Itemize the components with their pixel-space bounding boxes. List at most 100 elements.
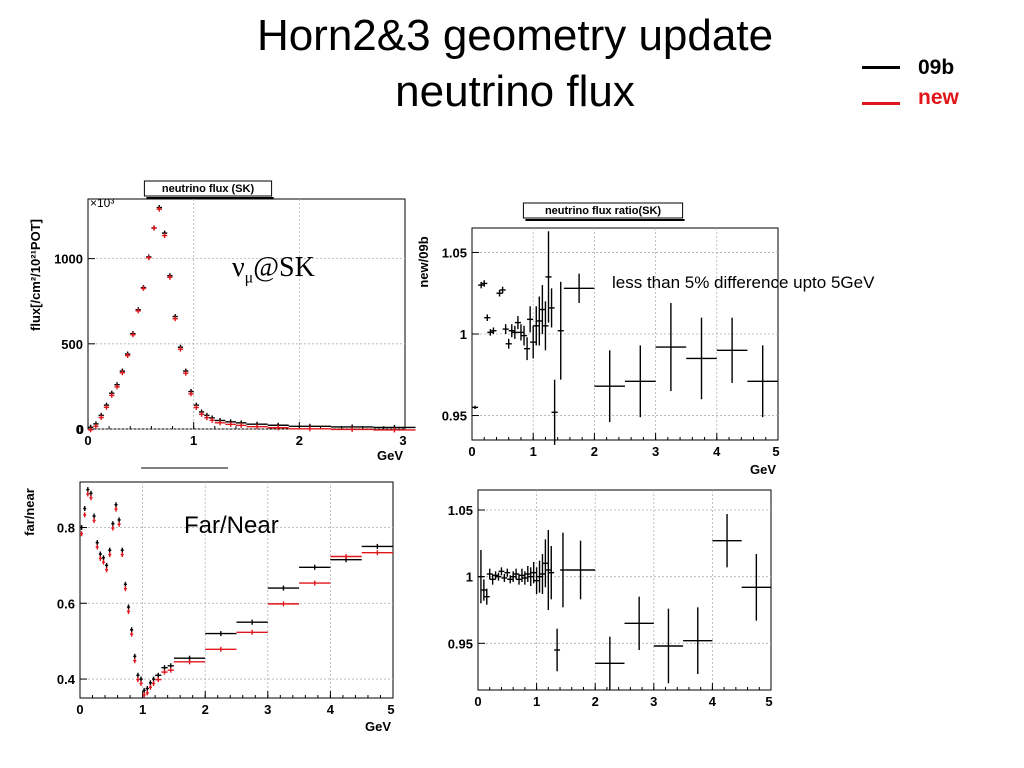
legend-swatch-09b bbox=[862, 66, 900, 69]
data-point-ratio bbox=[548, 546, 555, 600]
y-tick-label: 1.05 bbox=[448, 503, 473, 518]
data-point-new bbox=[167, 667, 174, 673]
y-tick-label: 0.8 bbox=[57, 520, 75, 535]
data-point-new bbox=[183, 370, 189, 376]
data-point-new bbox=[198, 411, 205, 417]
data-point-new/09b bbox=[524, 337, 531, 361]
data-point-ratio bbox=[533, 567, 540, 594]
data-point-ratio bbox=[565, 540, 596, 600]
data-point-new bbox=[124, 353, 131, 359]
numu-at-sk-label: νμ@SK bbox=[232, 252, 315, 288]
data-point-ratio bbox=[513, 568, 520, 580]
data-point-ratio bbox=[542, 539, 549, 588]
data-point-09b bbox=[155, 672, 162, 678]
chart-title-box bbox=[143, 180, 273, 197]
x-axis-label: GeV bbox=[750, 462, 776, 477]
data-point-new bbox=[151, 680, 156, 686]
data-point-ratio bbox=[498, 567, 505, 576]
data-point-new bbox=[101, 559, 106, 565]
data-point-new bbox=[288, 426, 332, 432]
data-point-new bbox=[111, 525, 115, 531]
x-tick-label: 0 bbox=[84, 433, 91, 448]
data-point-new bbox=[361, 550, 393, 556]
data-point-new/09b bbox=[496, 289, 503, 297]
data-point-new/09b bbox=[502, 324, 509, 334]
data-point-ratio bbox=[683, 607, 713, 674]
data-point-new bbox=[151, 225, 157, 231]
y-exponent-label: ×10³ bbox=[90, 196, 114, 210]
data-point-new bbox=[167, 274, 173, 280]
data-point-new bbox=[130, 631, 134, 637]
data-point-09b bbox=[111, 521, 115, 527]
data-point-new bbox=[114, 384, 120, 390]
data-point-new bbox=[172, 316, 178, 322]
x-tick-label: 2 bbox=[591, 444, 598, 459]
difference-note: less than 5% difference upto 5GeV bbox=[612, 273, 875, 292]
x-axis-label: GeV bbox=[365, 719, 391, 734]
slide-title-line1: Horn2&3 geometry update bbox=[256, 11, 774, 60]
data-point-new bbox=[108, 552, 112, 558]
data-point-09b bbox=[145, 686, 149, 692]
data-point-new/09b bbox=[655, 303, 687, 392]
data-point-new/09b bbox=[542, 301, 549, 351]
x-tick-label: 1 bbox=[533, 694, 540, 709]
chart-title-box bbox=[522, 202, 684, 219]
legend-label-new: new bbox=[918, 86, 959, 109]
data-point-new bbox=[105, 567, 109, 573]
y-axis-label: flux[/cm²/10²¹POT] bbox=[28, 219, 43, 331]
data-point-new bbox=[83, 512, 87, 518]
x-tick-label: 5 bbox=[765, 694, 772, 709]
data-point-new bbox=[80, 531, 84, 537]
data-point-new bbox=[205, 646, 237, 652]
data-point-09b bbox=[151, 676, 156, 682]
data-point-09b bbox=[89, 490, 93, 496]
data-point-ratio bbox=[536, 560, 543, 593]
data-point-09b bbox=[299, 564, 331, 570]
data-point-new bbox=[148, 684, 152, 690]
data-point-new bbox=[173, 659, 206, 665]
data-point-ratio bbox=[480, 579, 487, 601]
data-point-new/09b bbox=[536, 296, 543, 346]
data-point-new bbox=[155, 677, 162, 683]
legend-label-09b: 09b bbox=[918, 56, 955, 79]
data-point-new bbox=[119, 370, 125, 376]
data-point-new bbox=[142, 692, 146, 698]
data-point-new bbox=[88, 427, 94, 433]
y-axis-label: far/near bbox=[22, 488, 37, 536]
data-point-new/09b bbox=[490, 327, 497, 334]
data-point-09b bbox=[136, 672, 140, 678]
x-tick-label: 0 bbox=[474, 694, 481, 709]
data-point-09b bbox=[148, 680, 152, 686]
data-point-new bbox=[92, 518, 96, 523]
data-point-ratio bbox=[478, 550, 484, 604]
x-tick-label: 1 bbox=[190, 433, 197, 448]
y-tick-label: 500 bbox=[61, 337, 83, 352]
data-point-new bbox=[98, 555, 102, 561]
data-point-new bbox=[209, 417, 215, 423]
data-point-new bbox=[136, 677, 140, 683]
data-point-ratio bbox=[495, 572, 502, 581]
data-point-ratio bbox=[653, 608, 684, 684]
data-point-new/09b bbox=[472, 405, 479, 410]
data-point-09b bbox=[105, 562, 109, 568]
x-tick-label: 0 bbox=[468, 444, 475, 459]
data-point-new bbox=[133, 658, 137, 664]
data-point-ratio bbox=[530, 562, 537, 584]
y-tick-label: 0 bbox=[77, 422, 84, 437]
y-tick-label: 1 bbox=[466, 570, 473, 585]
data-point-new bbox=[330, 554, 362, 559]
y-axis-label: new/09b bbox=[416, 236, 431, 287]
data-point-new bbox=[373, 427, 416, 433]
x-tick-label: 5 bbox=[387, 702, 394, 717]
x-tick-label: 4 bbox=[709, 694, 717, 709]
data-point-new bbox=[140, 285, 147, 291]
data-point-new bbox=[235, 422, 247, 428]
data-point-new bbox=[188, 391, 194, 397]
data-point-09b bbox=[83, 506, 87, 512]
data-point-09b bbox=[205, 631, 237, 637]
data-point-new bbox=[117, 521, 121, 527]
data-point-ratio bbox=[524, 566, 531, 582]
numu-site: @SK bbox=[253, 252, 315, 283]
data-point-new bbox=[98, 415, 104, 421]
